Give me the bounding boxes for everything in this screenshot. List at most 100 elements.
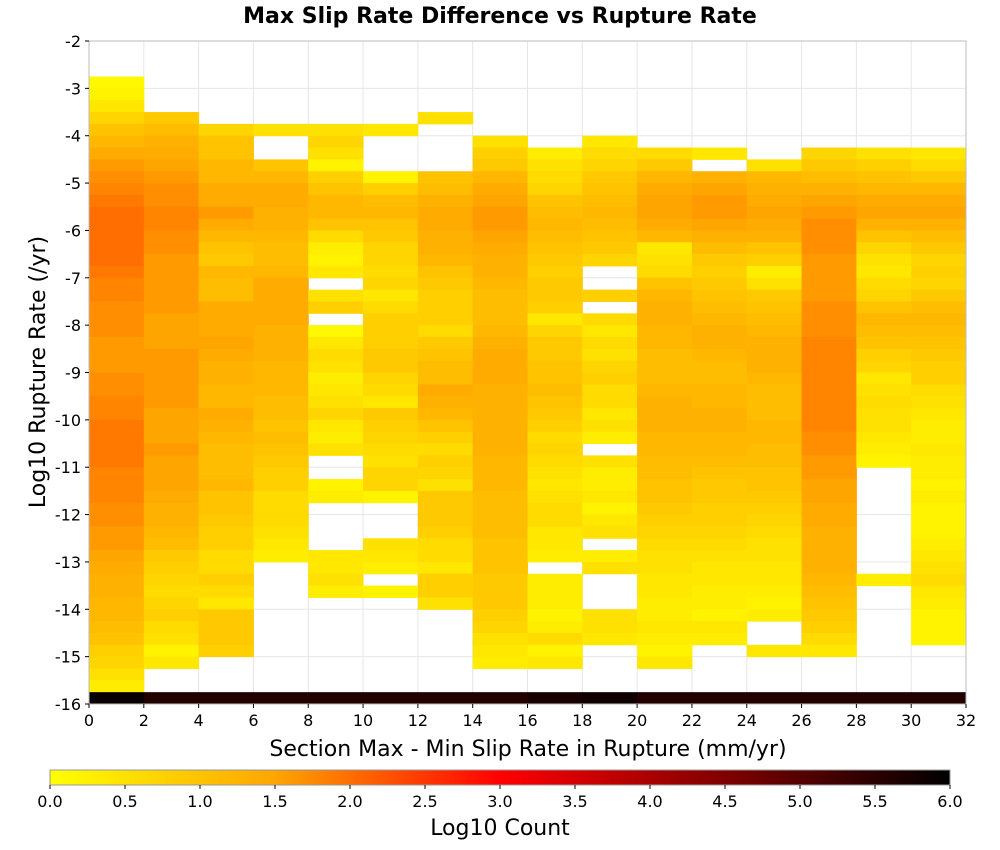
colorbar-tick-label: 6.0 xyxy=(937,792,962,811)
heatmap-cell xyxy=(89,692,145,705)
heatmap-cell xyxy=(746,467,803,480)
x-axis-label: Section Max - Min Slip Rate in Rupture (… xyxy=(269,737,786,762)
heatmap-cell xyxy=(527,443,583,456)
heatmap-cell xyxy=(527,419,583,433)
heatmap-cell xyxy=(801,573,857,587)
heatmap-cell xyxy=(856,313,912,326)
heatmap-cell xyxy=(417,419,474,433)
heatmap-cell xyxy=(746,171,803,184)
heatmap-cell xyxy=(143,301,200,314)
heatmap-cell xyxy=(527,159,583,172)
heatmap-cell xyxy=(363,538,419,551)
heatmap-cell xyxy=(143,242,200,255)
x-tick-label: 10 xyxy=(353,711,373,730)
heatmap-cell xyxy=(143,467,200,480)
colorbar-tick-label: 4.5 xyxy=(712,792,737,811)
heatmap-cell xyxy=(89,277,145,291)
heatmap-cell xyxy=(198,526,254,539)
heatmap-cell xyxy=(856,159,912,172)
heatmap-cell xyxy=(527,147,583,160)
heatmap-cell xyxy=(143,573,200,587)
heatmap-cell xyxy=(582,325,638,338)
heatmap-cell xyxy=(363,431,419,445)
heatmap-cell xyxy=(527,313,583,326)
y-tick-label: -3 xyxy=(65,79,81,98)
heatmap-cell xyxy=(801,242,857,255)
heatmap-cell xyxy=(527,348,583,362)
colorbar-tick-label: 5.0 xyxy=(787,792,812,811)
heatmap-cell xyxy=(746,301,803,314)
heatmap-cell xyxy=(198,467,254,480)
heatmap-cell xyxy=(308,408,364,421)
heatmap-cell xyxy=(582,348,638,362)
heatmap-cell xyxy=(472,183,528,196)
heatmap-cell xyxy=(89,360,145,373)
heatmap-cell xyxy=(472,301,528,314)
heatmap-cell xyxy=(417,384,474,397)
heatmap-cell xyxy=(472,585,528,598)
heatmap-cell xyxy=(472,455,528,468)
heatmap-cell xyxy=(472,206,528,220)
heatmap-cell xyxy=(856,254,912,267)
heatmap-cell xyxy=(582,479,638,492)
heatmap-cell xyxy=(89,526,145,539)
chart-title: Max Slip Rate Difference vs Rupture Rate xyxy=(243,4,757,29)
heatmap-cell xyxy=(253,254,309,267)
heatmap-cell xyxy=(472,656,528,669)
heatmap-cell xyxy=(527,183,583,196)
heatmap-cell xyxy=(253,123,309,137)
heatmap-cell xyxy=(253,419,309,433)
heatmap-cell xyxy=(198,419,254,433)
heatmap-cell xyxy=(143,526,200,539)
heatmap-cell xyxy=(363,336,419,350)
heatmap-cell xyxy=(527,277,583,291)
heatmap-cell xyxy=(582,147,638,160)
heatmap-cell xyxy=(801,502,857,516)
heatmap-cell xyxy=(89,585,145,598)
heatmap-cell xyxy=(253,277,309,291)
heatmap-cell xyxy=(911,218,967,231)
heatmap-cell xyxy=(89,372,145,385)
heatmap-cell xyxy=(637,194,693,208)
heatmap-cell xyxy=(89,218,145,231)
heatmap-cell xyxy=(363,384,419,397)
heatmap-cell xyxy=(143,254,200,267)
heatmap-cell xyxy=(143,183,200,196)
heatmap-cell xyxy=(472,348,528,362)
heatmap-cell xyxy=(253,538,309,551)
heatmap-cell xyxy=(801,206,857,220)
heatmap-cell xyxy=(637,479,693,492)
heatmap-cell xyxy=(691,526,748,539)
heatmap-cell xyxy=(198,585,254,598)
heatmap-cell xyxy=(637,692,693,705)
heatmap-cell xyxy=(143,609,200,622)
heatmap-cell xyxy=(691,514,748,527)
heatmap-cell xyxy=(253,360,309,373)
heatmap-cell xyxy=(308,265,364,279)
heatmap-cell xyxy=(582,336,638,350)
heatmap-cell xyxy=(582,360,638,373)
heatmap-cell xyxy=(691,479,748,492)
heatmap-cell xyxy=(911,621,967,634)
heatmap-cell xyxy=(253,431,309,445)
heatmap-cell xyxy=(911,289,967,302)
heatmap-cell xyxy=(637,538,693,551)
heatmap-cell xyxy=(89,88,145,101)
heatmap-cell xyxy=(746,396,803,409)
heatmap-cell xyxy=(253,242,309,255)
heatmap-cell xyxy=(198,384,254,397)
heatmap-cell xyxy=(143,632,200,646)
heatmap-cell xyxy=(691,573,748,587)
heatmap-cell xyxy=(911,171,967,184)
heatmap-cell xyxy=(911,242,967,255)
heatmap-cell xyxy=(911,396,967,409)
heatmap-cell xyxy=(637,372,693,385)
heatmap-cell xyxy=(746,348,803,362)
heatmap-cell xyxy=(691,313,748,326)
heatmap-cell xyxy=(637,514,693,527)
heatmap-cell xyxy=(253,692,309,705)
heatmap-cell xyxy=(253,396,309,409)
heatmap-cell xyxy=(801,490,857,504)
heatmap-cell xyxy=(911,277,967,291)
heatmap-cell xyxy=(253,526,309,539)
